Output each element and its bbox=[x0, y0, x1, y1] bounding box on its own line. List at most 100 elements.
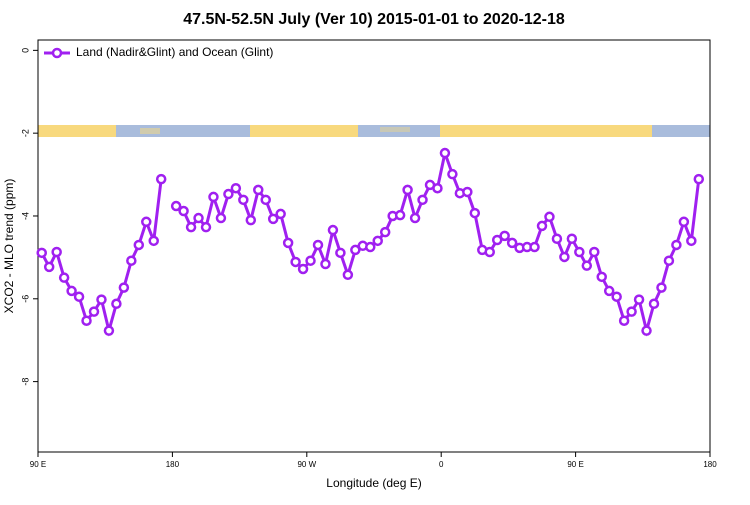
data-point bbox=[559, 251, 570, 263]
data-point bbox=[238, 194, 249, 206]
data-point bbox=[290, 256, 301, 268]
land-ocean-strip bbox=[38, 125, 710, 137]
data-point bbox=[185, 221, 197, 233]
data-point bbox=[663, 255, 675, 266]
data-point bbox=[126, 255, 137, 266]
y-tick-label: 0 bbox=[20, 48, 30, 53]
data-point bbox=[178, 205, 189, 217]
data-point bbox=[51, 246, 62, 258]
data-point bbox=[200, 221, 212, 233]
data-point bbox=[544, 211, 555, 223]
data-point bbox=[469, 207, 481, 219]
x-axis-label: Longitude (deg E) bbox=[326, 476, 421, 490]
data-point bbox=[88, 306, 100, 317]
data-point bbox=[432, 182, 443, 194]
data-point bbox=[633, 294, 645, 305]
data-point bbox=[335, 247, 346, 259]
data-point bbox=[253, 184, 264, 196]
data-point bbox=[260, 194, 271, 206]
data-point bbox=[43, 261, 55, 273]
data-point bbox=[223, 188, 234, 200]
data-point bbox=[484, 246, 495, 258]
data-point bbox=[305, 255, 316, 266]
data-point bbox=[656, 282, 667, 293]
x-tick-label: 90 W bbox=[297, 460, 316, 469]
x-tick-label: 180 bbox=[166, 460, 180, 469]
data-point bbox=[230, 182, 242, 194]
data-point bbox=[282, 237, 294, 249]
data-point bbox=[417, 194, 428, 206]
data-point bbox=[245, 214, 257, 226]
y-axis-label: XCO2 - MLO trend (ppm) bbox=[2, 179, 16, 314]
data-point bbox=[499, 230, 510, 242]
data-point bbox=[618, 315, 630, 326]
data-point bbox=[193, 212, 204, 224]
data-point bbox=[671, 239, 682, 251]
data-point bbox=[215, 212, 227, 224]
x-tick-label: 90 E bbox=[567, 460, 583, 469]
data-point bbox=[402, 184, 413, 196]
data-point bbox=[506, 237, 518, 249]
data-point bbox=[551, 233, 563, 245]
data-point bbox=[96, 294, 107, 305]
data-point bbox=[267, 213, 279, 225]
data-point bbox=[611, 291, 622, 302]
legend-label: Land (Nadir&Glint) and Ocean (Glint) bbox=[76, 45, 273, 59]
data-point bbox=[36, 247, 47, 259]
legend-marker bbox=[51, 47, 63, 59]
y-tick-label: -2 bbox=[20, 129, 30, 137]
data-point bbox=[574, 246, 585, 258]
plot-frame bbox=[37, 39, 711, 453]
y-tick-label: -6 bbox=[20, 295, 30, 303]
data-point bbox=[155, 173, 167, 185]
data-point bbox=[491, 234, 503, 246]
data-point bbox=[641, 325, 652, 336]
data-point bbox=[648, 298, 660, 310]
data-point bbox=[589, 246, 600, 258]
data-point bbox=[350, 244, 361, 256]
data-point bbox=[379, 226, 391, 238]
data-point bbox=[297, 263, 309, 275]
data-point bbox=[275, 208, 286, 220]
data-point bbox=[693, 173, 705, 185]
data-point bbox=[327, 224, 339, 236]
x-tick-label: 0 bbox=[439, 460, 444, 469]
data-point bbox=[581, 260, 593, 271]
x-tick-label: 180 bbox=[703, 460, 717, 469]
x-tick-label: 90 E bbox=[30, 460, 46, 469]
data-point bbox=[208, 191, 219, 203]
data-point bbox=[596, 271, 607, 283]
data-point bbox=[342, 269, 354, 281]
y-tick-label: -8 bbox=[20, 378, 30, 386]
data-point bbox=[111, 298, 122, 310]
data-point bbox=[409, 212, 421, 224]
data-point bbox=[447, 168, 458, 180]
data-point bbox=[170, 200, 182, 212]
data-point bbox=[312, 239, 324, 251]
data-point bbox=[536, 220, 548, 232]
data-point bbox=[66, 285, 77, 297]
y-tick-label: -4 bbox=[20, 212, 30, 220]
data-point bbox=[372, 235, 383, 247]
chart-title: 47.5N-52.5N July (Ver 10) 2015-01-01 to … bbox=[183, 11, 565, 28]
data-point bbox=[603, 285, 615, 297]
data-point bbox=[462, 186, 473, 198]
data-point bbox=[73, 291, 85, 302]
data-point bbox=[133, 239, 145, 251]
data-point bbox=[58, 272, 70, 283]
data-point bbox=[81, 315, 92, 326]
data-point bbox=[141, 216, 152, 228]
data-point bbox=[320, 258, 331, 270]
data-point bbox=[103, 325, 115, 336]
data-point bbox=[566, 233, 578, 245]
data-point bbox=[365, 241, 376, 253]
data-point bbox=[626, 306, 637, 317]
data-point bbox=[394, 209, 406, 221]
data-point bbox=[686, 235, 697, 247]
data-point bbox=[118, 282, 130, 293]
data-point bbox=[148, 235, 159, 247]
data-point bbox=[439, 147, 451, 159]
data-point bbox=[678, 216, 690, 228]
data-point bbox=[529, 241, 540, 253]
